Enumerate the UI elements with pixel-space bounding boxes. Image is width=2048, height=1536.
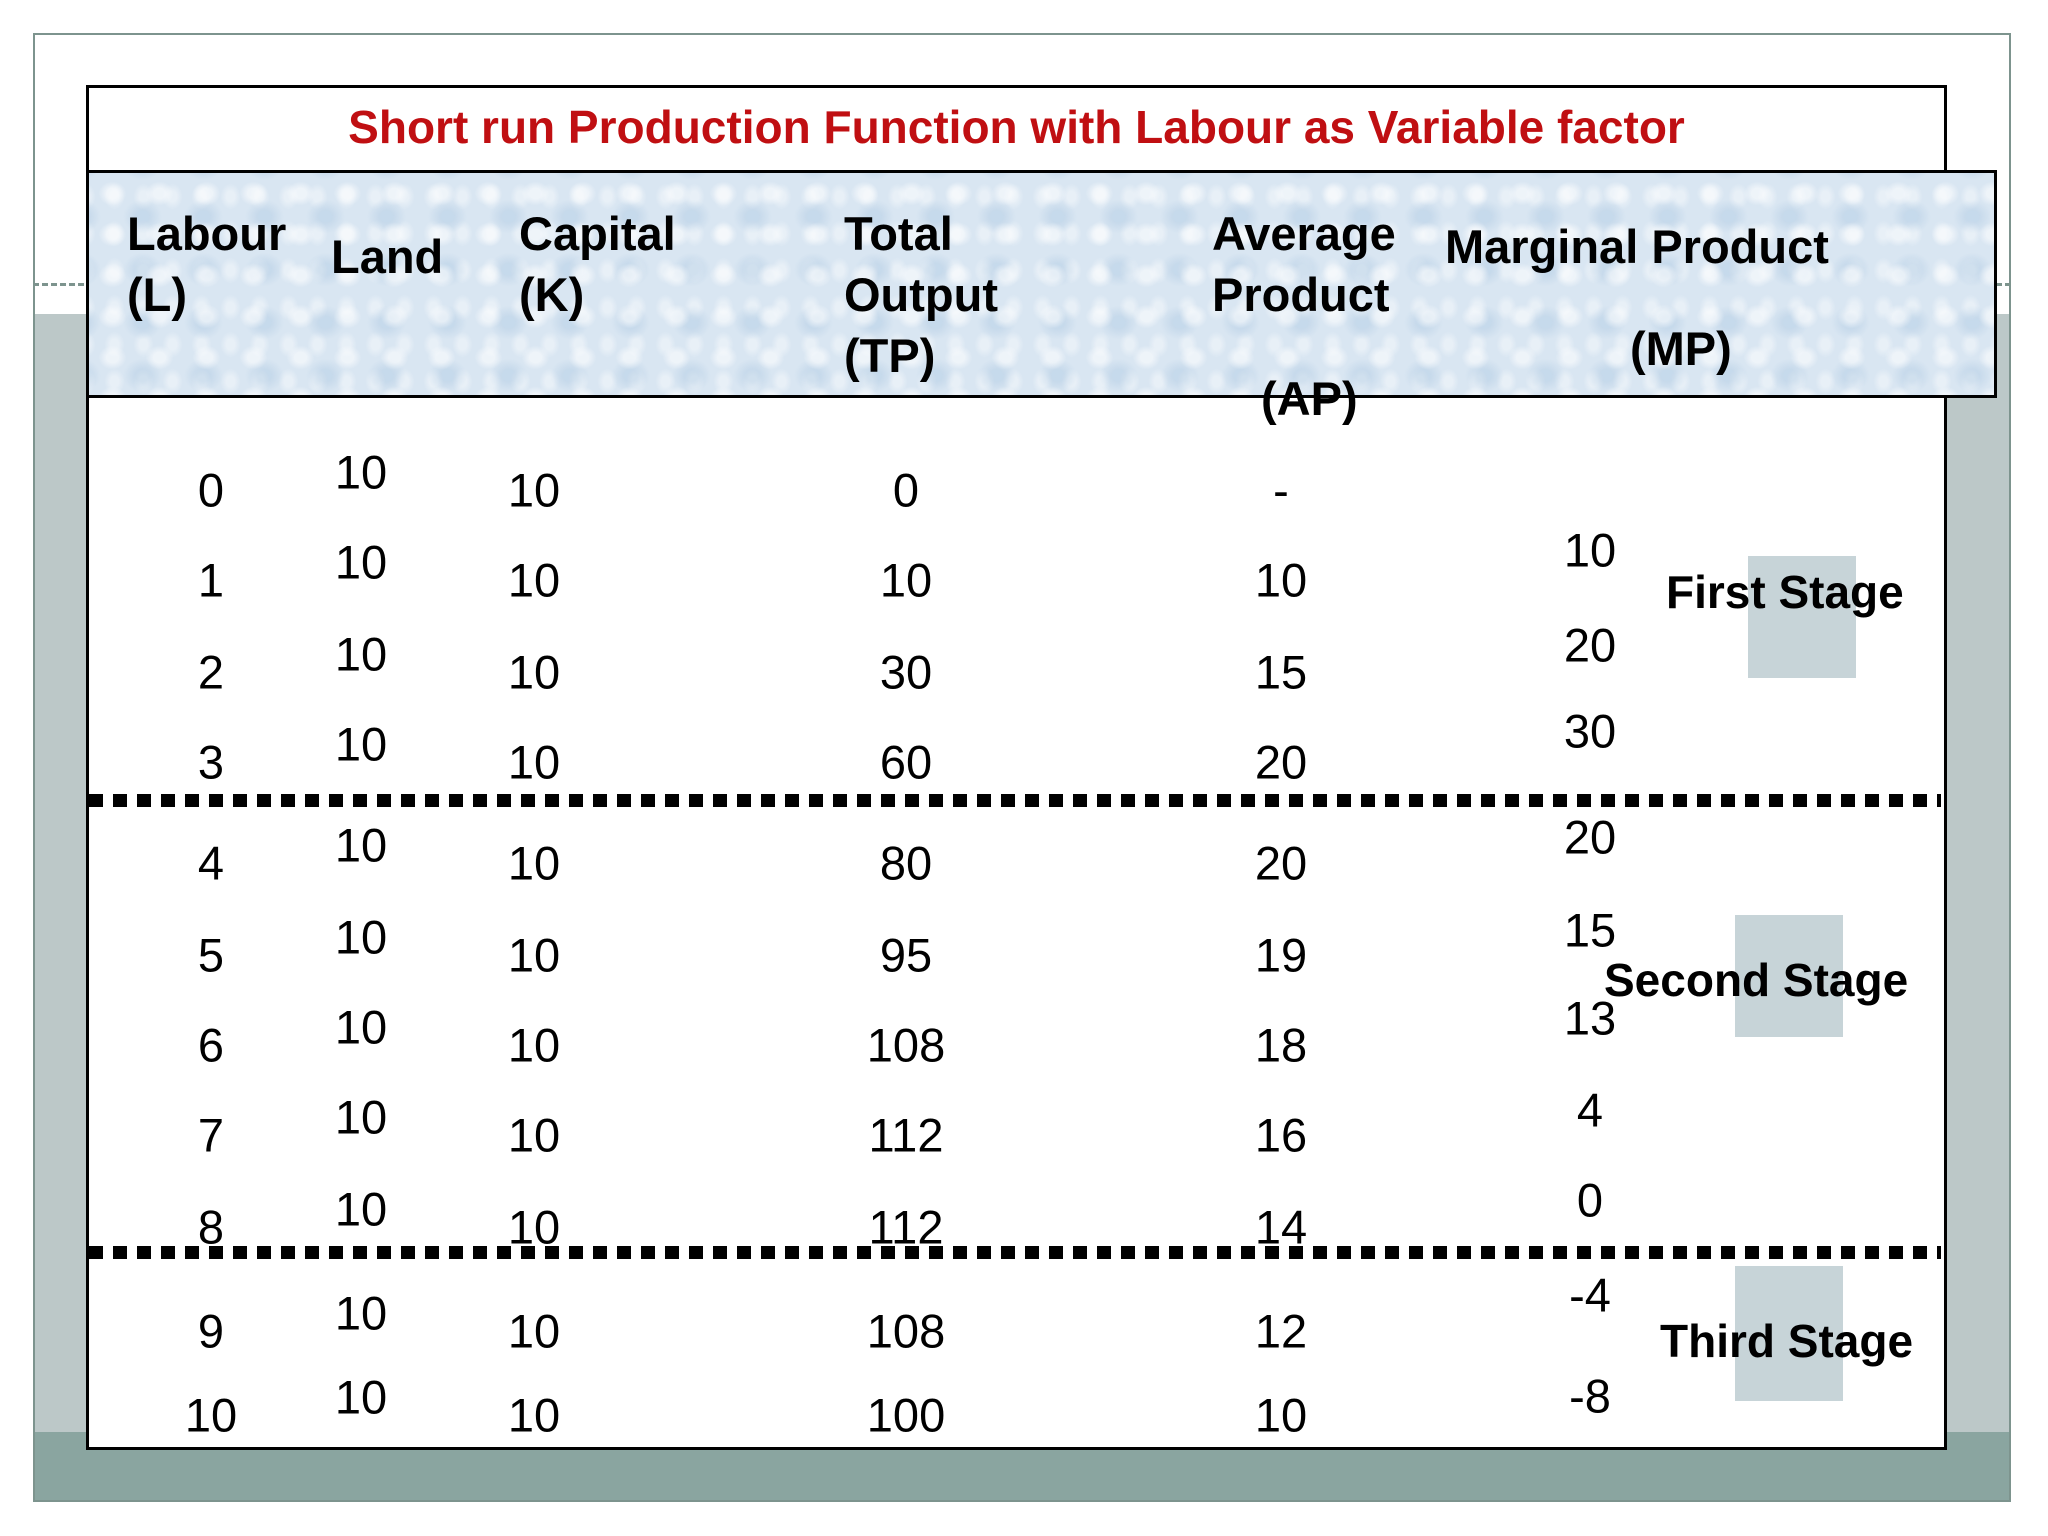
cell-tp-row3: 60 [879, 735, 933, 789]
cell-capital-row10: 10 [507, 1388, 561, 1442]
cell-labour-row3: 3 [197, 735, 225, 789]
cell-labour-row1: 1 [197, 553, 225, 607]
cell-capital-row7: 10 [507, 1108, 561, 1162]
cell-tp-row0: 0 [892, 463, 920, 517]
cell-labour-row10: 10 [184, 1388, 238, 1442]
cell-ap-row10: 10 [1254, 1388, 1308, 1442]
cell-land-row1: 10 [334, 535, 388, 589]
table-header-band [86, 170, 1997, 398]
cell-land-row9: 10 [334, 1286, 388, 1340]
cell-tp-row9: 108 [866, 1304, 946, 1358]
column-header-mp-abbr: (MP) [1630, 322, 1732, 375]
cell-tp-row4: 80 [879, 836, 933, 890]
column-header-average-product: Average Product [1212, 207, 1396, 321]
column-header-labour: Labour (L) [127, 207, 287, 321]
cell-land-row8: 10 [334, 1182, 388, 1236]
cell-ap-row8: 14 [1254, 1200, 1308, 1254]
column-header-capital: Capital (K) [519, 207, 676, 321]
slide-title: Short run Production Function with Labou… [348, 101, 1685, 153]
cell-labour-row8: 8 [197, 1200, 225, 1254]
cell-ap-row6: 18 [1254, 1018, 1308, 1072]
first-stage-label: First Stage [1666, 566, 1904, 618]
cell-capital-row6: 10 [507, 1018, 561, 1072]
column-header-total-output: Total Output (TP) [844, 207, 998, 382]
cell-ap-row0: - [1273, 463, 1289, 517]
cell-ap-row9: 12 [1254, 1304, 1308, 1358]
cell-mp-2: 20 [1563, 618, 1617, 672]
cell-tp-row10: 100 [866, 1388, 946, 1442]
cell-land-row6: 10 [334, 1000, 388, 1054]
cell-tp-row7: 112 [868, 1108, 944, 1162]
cell-mp-6: 13 [1563, 991, 1617, 1045]
second-stage-label: Second Stage [1604, 954, 1909, 1006]
cell-tp-row1: 10 [879, 553, 933, 607]
cell-tp-row5: 95 [879, 928, 933, 982]
cell-capital-row5: 10 [507, 928, 561, 982]
cell-tp-row8: 112 [868, 1200, 944, 1254]
cell-capital-row4: 10 [507, 836, 561, 890]
stage-divider-2 [89, 1246, 1941, 1259]
cell-capital-row0: 10 [507, 463, 561, 517]
cell-land-row2: 10 [334, 627, 388, 681]
third-stage-highlight [1735, 1266, 1843, 1401]
cell-ap-row5: 19 [1254, 928, 1308, 982]
cell-labour-row7: 7 [197, 1108, 225, 1162]
column-header-marginal-product: Marginal Product [1445, 220, 1829, 273]
cell-tp-row6: 108 [866, 1018, 946, 1072]
third-stage-label: Third Stage [1660, 1315, 1914, 1367]
cell-mp-7: 4 [1576, 1083, 1604, 1137]
stage-divider-1 [89, 794, 1941, 807]
cell-ap-row1: 10 [1254, 553, 1308, 607]
cell-mp-10: -8 [1569, 1369, 1611, 1423]
cell-land-row4: 10 [334, 818, 388, 872]
cell-labour-row9: 9 [197, 1304, 225, 1358]
cell-mp-4: 20 [1563, 810, 1617, 864]
cell-capital-row2: 10 [507, 645, 561, 699]
cell-ap-row2: 15 [1254, 645, 1308, 699]
cell-capital-row8: 10 [507, 1200, 561, 1254]
cell-labour-row5: 5 [197, 928, 225, 982]
cell-land-row7: 10 [334, 1090, 388, 1144]
cell-capital-row9: 10 [507, 1304, 561, 1358]
cell-land-row0: 10 [334, 445, 388, 499]
cell-ap-row4: 20 [1254, 836, 1308, 890]
column-header-ap-abbr: (AP) [1261, 372, 1358, 425]
cell-mp-9: -4 [1569, 1268, 1611, 1322]
cell-mp-8: 0 [1576, 1173, 1604, 1227]
cell-mp-3: 30 [1563, 704, 1617, 758]
cell-land-row10: 10 [334, 1370, 388, 1424]
second-stage-highlight [1735, 915, 1843, 1037]
column-header-land: Land [331, 230, 444, 283]
cell-tp-row2: 30 [879, 645, 933, 699]
cell-land-row5: 10 [334, 910, 388, 964]
cell-land-row3: 10 [334, 717, 388, 771]
cell-ap-row3: 20 [1254, 735, 1308, 789]
cell-labour-row6: 6 [197, 1018, 225, 1072]
cell-labour-row2: 2 [197, 645, 225, 699]
cell-mp-1: 10 [1563, 523, 1617, 577]
cell-capital-row1: 10 [507, 553, 561, 607]
cell-labour-row4: 4 [197, 836, 225, 890]
first-stage-highlight [1748, 556, 1856, 678]
cell-ap-row7: 16 [1254, 1108, 1308, 1162]
cell-capital-row3: 10 [507, 735, 561, 789]
cell-labour-row0: 0 [197, 463, 225, 517]
cell-mp-5: 15 [1563, 903, 1617, 957]
